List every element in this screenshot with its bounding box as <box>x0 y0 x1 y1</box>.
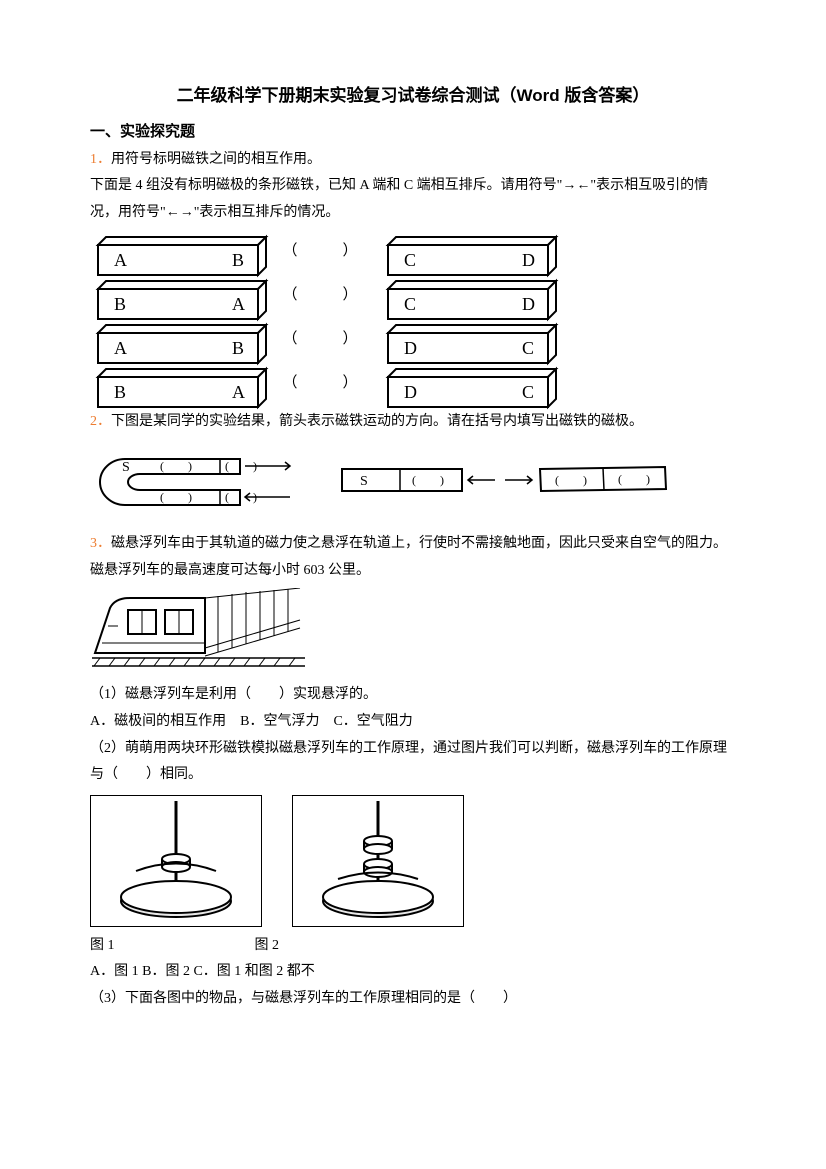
page-title: 二年级科学下册期末实验复习试卷综合测试（Word 版含答案） <box>90 80 736 112</box>
q3-p1-opts: A．磁极间的相互作用 B．空气浮力 C．空气阻力 <box>90 709 736 736</box>
svg-text:A: A <box>114 338 127 358</box>
svg-text:( ): ( ) <box>618 472 650 486</box>
section-head: 一、实验探究题 <box>90 118 736 147</box>
svg-text:D: D <box>522 294 535 314</box>
s-label: S <box>122 460 130 475</box>
magnet-row-2: A B （ ） D C <box>90 321 736 359</box>
fig1-box <box>90 795 262 927</box>
svg-text:D: D <box>404 338 417 358</box>
svg-text:( ): ( ) <box>160 490 192 504</box>
q3-p1: （1）磁悬浮列车是利用（ ）实现悬浮的。 <box>90 682 736 709</box>
fig1-label: 图 1 <box>90 938 115 953</box>
left-magnet: B A <box>90 365 260 403</box>
magnet-row-3: B A （ ） D C <box>90 365 736 403</box>
magnet-row-1: B A （ ） C D <box>90 277 736 315</box>
fig2-label: 图 2 <box>255 938 280 953</box>
paren-blank: （ ） <box>260 369 380 398</box>
svg-text:B: B <box>232 338 244 358</box>
left-magnet: B A <box>90 277 260 315</box>
q3-p3: （3）下面各图中的物品，与磁悬浮列车的工作原理相同的是（ ） <box>90 986 736 1013</box>
svg-text:C: C <box>404 250 416 270</box>
q3: 3．磁悬浮列车由于其轨道的磁力使之悬浮在轨道上，行使时不需接触地面，因此只受来自… <box>90 531 736 584</box>
q2-text: 下图是某同学的实验结果，箭头表示磁铁运动的方向。请在括号内填写出磁铁的磁极。 <box>111 414 643 429</box>
svg-text:B: B <box>114 294 126 314</box>
fig2-box <box>292 795 464 927</box>
q2-num: 2． <box>90 414 111 429</box>
q3-text: 磁悬浮列车由于其轨道的磁力使之悬浮在轨道上，行使时不需接触地面，因此只受来自空气… <box>90 536 727 578</box>
q3-num: 3． <box>90 536 111 551</box>
svg-text:A: A <box>232 382 245 402</box>
svg-text:A: A <box>232 294 245 314</box>
right-magnet: D C <box>380 365 550 403</box>
q1-body: 下面是 4 组没有标明磁极的条形磁铁，已知 A 端和 C 端相互排斥。请用符号"… <box>90 173 736 226</box>
q3-p2: （2）萌萌用两块环形磁铁模拟磁悬浮列车的工作原理，通过图片我们可以判断，磁悬浮列… <box>90 736 736 789</box>
magnet-row-0: A B （ ） C D <box>90 233 736 271</box>
train-icon <box>90 588 310 678</box>
left-magnet: A B <box>90 233 260 271</box>
q2-figures: S ( ) ( ) ( ) ( ) S ( ) ( ) ( ) <box>90 441 736 521</box>
ring-magnet-figs <box>90 795 736 927</box>
paren-blank: （ ） <box>260 281 380 310</box>
fig-labels: 图 1 图 2 <box>90 933 736 960</box>
svg-text:D: D <box>522 250 535 270</box>
svg-text:( ): ( ) <box>412 473 444 487</box>
svg-text:B: B <box>114 382 126 402</box>
paren-blank: （ ） <box>260 325 380 354</box>
right-magnet: D C <box>380 321 550 359</box>
right-magnet: C D <box>380 277 550 315</box>
bars-arrows-icon: S ( ) ( ) ( ) <box>340 461 670 501</box>
svg-text:C: C <box>404 294 416 314</box>
svg-text:A: A <box>114 250 127 270</box>
right-magnet: C D <box>380 233 550 271</box>
svg-text:( ): ( ) <box>555 473 587 487</box>
q1: 1．用符号标明磁铁之间的相互作用。 <box>90 147 736 174</box>
q1-rows: A B （ ） C D B A （ ） C D A B （ ） D C B <box>90 233 736 403</box>
svg-text:D: D <box>404 382 417 402</box>
svg-text:B: B <box>232 250 244 270</box>
q3-p2-opts: A．图 1 B．图 2 C．图 1 和图 2 都不 <box>90 959 736 986</box>
svg-text:C: C <box>522 382 534 402</box>
q1-head: 用符号标明磁铁之间的相互作用。 <box>111 152 321 167</box>
horseshoe-icon: S ( ) ( ) ( ) ( ) <box>90 441 310 521</box>
svg-text:C: C <box>522 338 534 358</box>
left-magnet: A B <box>90 321 260 359</box>
q1-num: 1． <box>90 152 111 167</box>
paren-blank: （ ） <box>260 237 380 266</box>
svg-text:S: S <box>360 474 368 489</box>
svg-text:( ): ( ) <box>160 459 192 473</box>
